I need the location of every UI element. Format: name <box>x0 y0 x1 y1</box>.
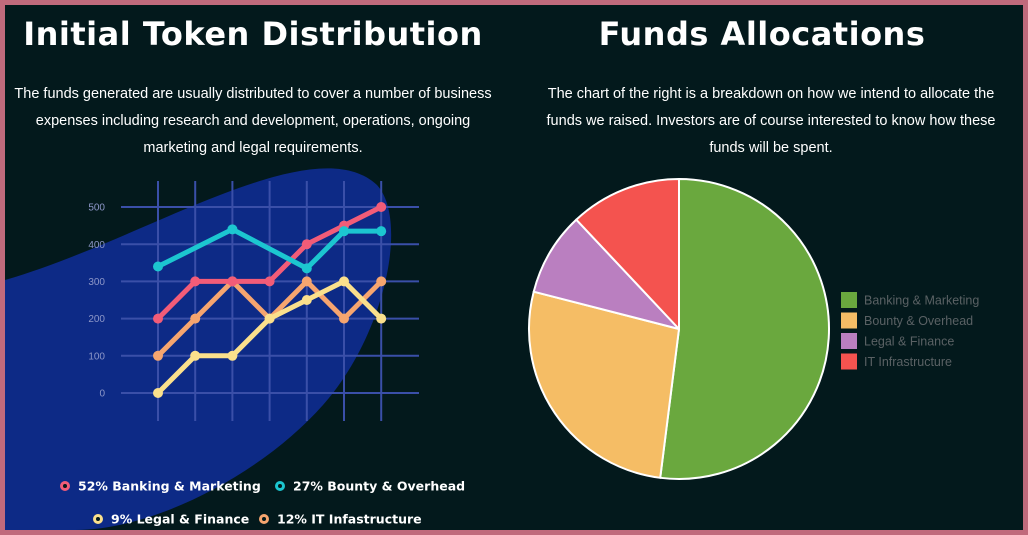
series-point <box>227 224 238 235</box>
series-point <box>153 261 163 272</box>
pie-slice <box>575 178 680 330</box>
series-point <box>190 313 201 324</box>
pie-slice <box>532 218 680 330</box>
series-point <box>190 276 201 287</box>
y-tick-label: 200 <box>88 314 105 325</box>
series-point <box>301 295 312 305</box>
legend-marker-center <box>63 484 67 488</box>
legend-label: 12% IT Infastructure <box>277 512 422 527</box>
y-tick-label: 300 <box>88 277 105 288</box>
y-tick-label: 500 <box>88 203 105 214</box>
series-point <box>376 202 387 212</box>
legend-swatch <box>841 312 857 329</box>
series-point <box>153 388 163 398</box>
legend-swatch <box>841 333 857 349</box>
y-tick-label: 400 <box>88 240 105 251</box>
series-point <box>376 226 387 237</box>
token-distribution-chart: 500 400 300 200 100 0 52% Banking & Marketing 2… <box>5 168 465 530</box>
legend-label: IT Infrastructure <box>864 355 952 369</box>
pie-slice <box>659 178 830 480</box>
series-point <box>339 276 349 287</box>
legend-label: Bounty & Overhead <box>864 314 973 328</box>
legend-marker-center <box>96 517 100 521</box>
token-distribution-description: The funds generated are usually distribu… <box>14 86 492 156</box>
legend-label: Banking & Marketing <box>864 293 979 307</box>
legend-swatch <box>841 292 857 308</box>
funds-allocation-description: The chart of the right is a breakdown on… <box>546 86 996 156</box>
token-distribution-panel: 500 400 300 200 100 0 52% Banking & Marketing 2… <box>5 5 501 530</box>
token-distribution-title: Initial Token Distribution <box>23 15 483 53</box>
series-point <box>153 350 163 361</box>
series-point <box>227 276 238 287</box>
background-blob <box>5 168 392 530</box>
series-point <box>376 313 387 324</box>
legend-swatch <box>841 353 857 370</box>
series-point <box>339 313 349 324</box>
legend-marker-center <box>278 484 282 488</box>
series-point <box>264 276 275 287</box>
series-point <box>264 313 275 324</box>
series-point <box>376 276 387 287</box>
legend-label: 27% Bounty & Overhead <box>293 479 465 494</box>
y-tick-label: 0 <box>99 389 105 400</box>
series-point <box>153 313 163 324</box>
legend-label: Legal & Finance <box>864 334 954 348</box>
legend-marker-center <box>262 517 266 521</box>
funds-allocation-panel: Funds Allocations The chart of the right… <box>501 5 1023 530</box>
series-point <box>301 263 312 274</box>
series-point <box>227 350 238 361</box>
funds-allocation-chart: Banking & Marketing Bounty & Overhead Lega… <box>528 178 979 480</box>
series-point <box>190 350 201 361</box>
pie-slice <box>528 290 680 479</box>
funds-allocation-title: Funds Allocations <box>598 15 926 53</box>
y-tick-label: 100 <box>88 351 105 362</box>
series-point <box>301 239 312 250</box>
series-point <box>339 226 349 237</box>
legend-label: 9% Legal & Finance <box>111 512 249 527</box>
series-point <box>301 276 312 287</box>
legend-label: 52% Banking & Marketing <box>78 479 261 494</box>
